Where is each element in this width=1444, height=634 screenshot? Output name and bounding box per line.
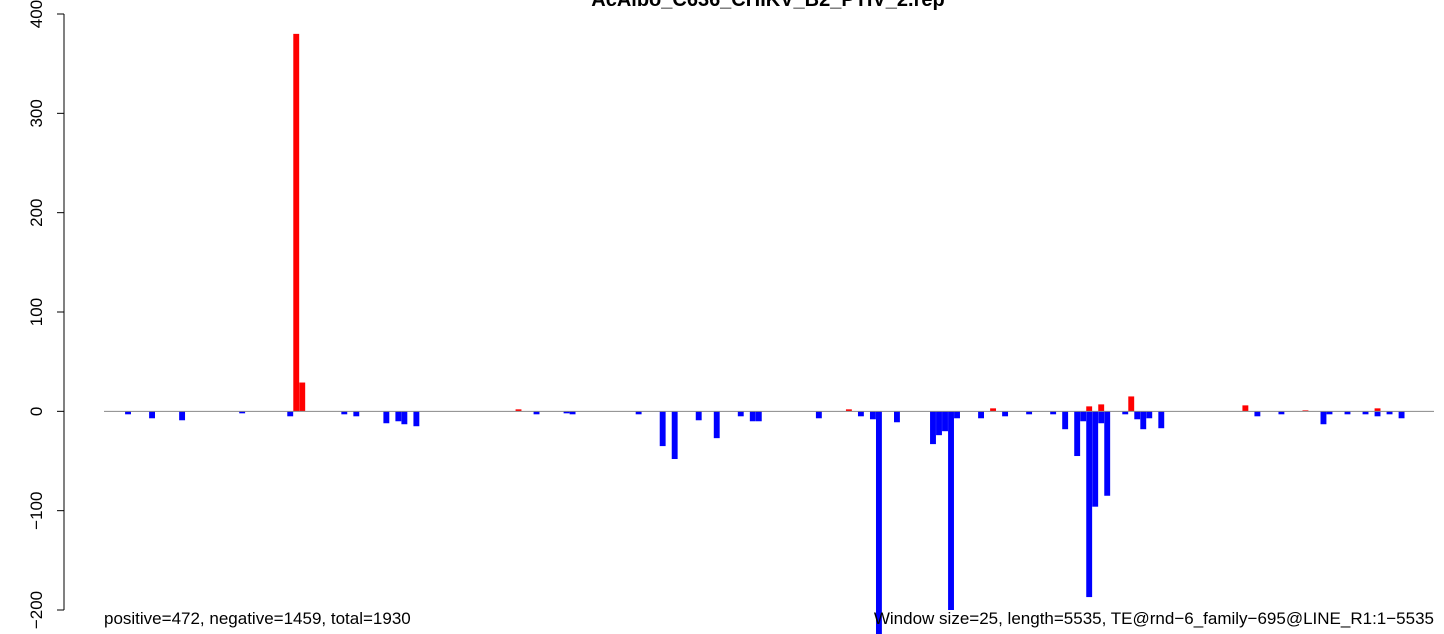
negative-bar — [1398, 411, 1405, 419]
negative-bar — [1158, 411, 1165, 429]
negative-bar — [1098, 411, 1105, 424]
y-tick-label: 400 — [27, 0, 46, 28]
negative-bar — [125, 411, 131, 415]
negative-bar — [383, 411, 390, 424]
negative-bar — [179, 411, 186, 421]
positive-bar — [1374, 408, 1381, 412]
negative-bar — [395, 411, 402, 422]
negative-bar — [1050, 411, 1057, 415]
negative-bar — [1254, 411, 1261, 417]
negative-bar — [978, 411, 984, 419]
negative-bar — [239, 411, 246, 414]
negative-bar — [341, 411, 348, 415]
negative-bar — [1134, 411, 1141, 420]
negative-bar — [713, 411, 720, 439]
negative-bar — [533, 411, 540, 415]
chart-title: AcAlbo_C636_CHIKV_B2_PTIV_2.rep — [591, 0, 944, 11]
negative-bar — [1326, 411, 1333, 415]
negative-bar — [659, 411, 666, 447]
negative-bar — [936, 411, 942, 436]
negative-bar — [1122, 411, 1129, 415]
negative-bar — [954, 411, 960, 419]
negative-bar — [1278, 411, 1285, 415]
negative-bar — [1374, 411, 1381, 417]
positive-bar — [515, 409, 522, 412]
positive-bar — [990, 408, 997, 412]
negative-bar — [1092, 411, 1099, 507]
y-tick-label: 300 — [27, 99, 46, 127]
negative-bar — [1146, 411, 1153, 419]
negative-bar — [287, 411, 294, 417]
negative-bars — [125, 411, 1405, 634]
negative-bar — [894, 411, 900, 423]
negative-bar — [695, 411, 702, 421]
negative-bar — [1104, 411, 1111, 496]
negative-bar — [1080, 411, 1087, 422]
y-tick-label: −100 — [27, 492, 46, 530]
negative-bar — [1074, 411, 1081, 457]
negative-bar — [401, 411, 408, 425]
positive-bar — [845, 409, 852, 412]
y-tick-label: −200 — [27, 591, 46, 629]
negative-bar — [755, 411, 762, 422]
negative-bar — [1344, 411, 1351, 415]
negative-bar — [1026, 411, 1033, 415]
positive-bar — [1086, 406, 1093, 412]
negative-bar — [635, 411, 642, 415]
positive-bar — [1242, 405, 1249, 412]
window-info-label: Window size=25, length=5535, TE@rnd−6_fa… — [873, 609, 1434, 628]
y-tick-label: 100 — [27, 298, 46, 326]
negative-bar — [569, 411, 576, 415]
negative-bar — [353, 411, 360, 417]
negative-bar — [815, 411, 822, 419]
negative-bar — [1140, 411, 1147, 430]
negative-bar — [1002, 411, 1009, 417]
negative-bar — [857, 411, 864, 417]
negative-bar — [413, 411, 420, 427]
negative-bar — [149, 411, 155, 419]
negative-bar — [1062, 411, 1069, 430]
negative-bar — [942, 411, 948, 432]
negative-bar — [671, 411, 678, 460]
negative-bar — [948, 411, 954, 610]
y-tick-label: 0 — [27, 407, 46, 416]
negative-bar — [563, 411, 570, 414]
negative-bar — [737, 411, 744, 417]
negative-bar — [749, 411, 756, 422]
negative-bar — [869, 411, 876, 420]
summary-counts-label: positive=472, negative=1459, total=1930 — [104, 609, 411, 628]
positive-bar — [299, 382, 306, 412]
y-axis: −200 −100 0 100 200 300 400 — [27, 0, 65, 629]
negative-bar — [1086, 411, 1093, 598]
negative-bar — [875, 411, 882, 634]
negative-bar — [1362, 411, 1369, 415]
y-tick-label: 200 — [27, 198, 46, 226]
negative-bar — [1386, 411, 1393, 415]
positive-bar — [1128, 396, 1135, 412]
positive-bars — [293, 33, 1381, 412]
negative-bar — [930, 411, 936, 445]
negative-bar — [1320, 411, 1327, 425]
positive-bar — [1098, 404, 1105, 412]
positive-bar — [293, 33, 300, 412]
